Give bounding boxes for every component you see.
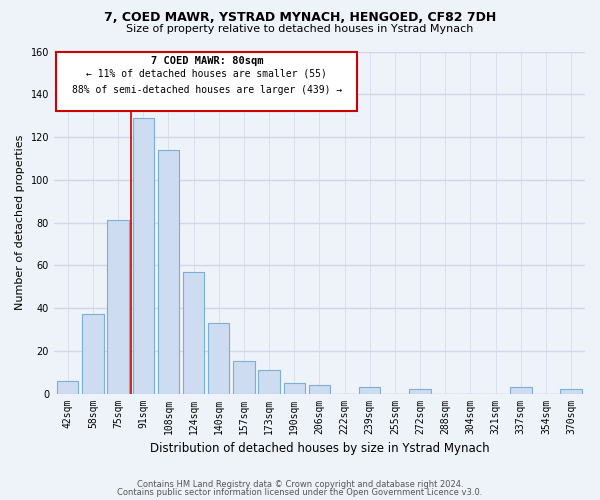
Text: 88% of semi-detached houses are larger (439) →: 88% of semi-detached houses are larger (… (71, 84, 342, 94)
Bar (57, 380, 79, 394)
Y-axis label: Number of detached properties: Number of detached properties (15, 135, 25, 310)
Text: 7 COED MAWR: 80sqm: 7 COED MAWR: 80sqm (151, 56, 263, 66)
Bar (208, 323, 229, 394)
Text: 7, COED MAWR, YSTRAD MYNACH, HENGOED, CF82 7DH: 7, COED MAWR, YSTRAD MYNACH, HENGOED, CF… (104, 11, 496, 24)
Bar (284, 383, 305, 394)
Text: Contains public sector information licensed under the Open Government Licence v3: Contains public sector information licen… (118, 488, 482, 497)
Bar (259, 370, 280, 394)
Bar (560, 390, 582, 394)
Bar (133, 118, 154, 394)
Bar (233, 362, 254, 394)
Bar (158, 150, 179, 394)
X-axis label: Distribution of detached houses by size in Ystrad Mynach: Distribution of detached houses by size … (149, 442, 489, 455)
Text: Size of property relative to detached houses in Ystrad Mynach: Size of property relative to detached ho… (127, 24, 473, 34)
Bar (510, 387, 532, 394)
Bar (183, 272, 205, 394)
Bar (359, 387, 380, 394)
FancyBboxPatch shape (56, 52, 357, 112)
Bar (107, 220, 129, 394)
Text: ← 11% of detached houses are smaller (55): ← 11% of detached houses are smaller (55… (86, 68, 327, 78)
Text: Contains HM Land Registry data © Crown copyright and database right 2024.: Contains HM Land Registry data © Crown c… (137, 480, 463, 489)
Bar (82, 314, 104, 394)
Bar (409, 390, 431, 394)
Bar (309, 385, 330, 394)
